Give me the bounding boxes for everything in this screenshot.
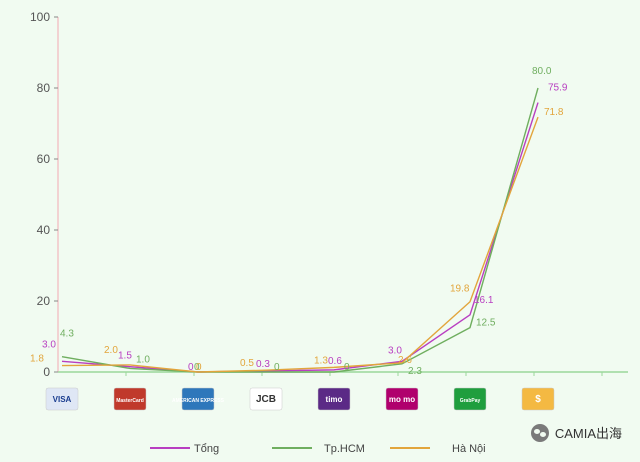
data-label: 19.8 [450, 284, 470, 295]
y-tick-label: 80 [37, 81, 51, 95]
icon-bg [385, 387, 419, 411]
data-label: 0.3 [256, 359, 270, 370]
icon-bg [317, 387, 351, 411]
data-label: 2.0 [104, 345, 118, 356]
icon-label: timo [326, 395, 343, 404]
data-label: 12.5 [476, 318, 496, 329]
data-label: 75.9 [548, 83, 568, 94]
legend-label-2: Hà Nội [452, 443, 486, 455]
data-label: 1.8 [30, 354, 44, 365]
y-tick-label: 20 [37, 294, 51, 308]
icon-bg [249, 387, 283, 411]
mastercard-icon: MasterCard [113, 387, 147, 411]
data-label: 2.6 [398, 355, 412, 366]
icon-label: $ [535, 394, 541, 405]
data-label: 0 [194, 362, 200, 373]
icon-label: AMERICAN EXPRESS [172, 398, 225, 404]
y-tick-label: 100 [30, 10, 50, 24]
icon-bg [45, 387, 79, 411]
y-tick-label: 40 [37, 223, 51, 237]
data-label: 0 [196, 362, 202, 373]
wechat-icon [530, 423, 549, 442]
y-tick-label: 60 [37, 152, 51, 166]
icon-label: JCB [256, 394, 276, 405]
amex-icon: AMERICAN EXPRESS [172, 387, 225, 411]
y-tick-label: 0 [43, 365, 50, 379]
data-label: 0.6 [328, 356, 342, 367]
data-label: 0 [274, 362, 280, 373]
jcb-icon: JCB [249, 387, 283, 411]
data-label: 0 [344, 362, 350, 373]
data-label: 0 [188, 362, 194, 373]
data-label: 2.3 [408, 366, 422, 377]
icon-label: VISA [53, 395, 72, 404]
data-label: 71.8 [544, 107, 564, 118]
icon-bg [521, 387, 555, 411]
watermark-text: CAMIA出海 [554, 426, 622, 441]
data-label: 1.3 [314, 355, 328, 366]
data-label: 4.3 [60, 329, 74, 340]
icon-bg [181, 387, 215, 411]
series-line-1 [61, 87, 539, 373]
series-line-0 [61, 102, 539, 373]
data-label: 16.1 [474, 295, 494, 306]
data-label: 1.5 [118, 351, 132, 362]
data-label: 3.0 [388, 345, 402, 356]
visa-icon: VISA [45, 387, 79, 411]
data-label: 80.0 [532, 66, 552, 77]
icon-bg [453, 387, 487, 411]
timo-icon: timo [317, 387, 351, 411]
icon-label: MasterCard [116, 398, 144, 404]
data-label: 0.5 [240, 358, 254, 369]
data-label: 1.0 [136, 354, 150, 365]
legend-label-1: Tp.HCM [324, 443, 365, 455]
cash-icon: $ [521, 387, 555, 411]
watermark: CAMIA出海 [530, 423, 622, 442]
legend-label-0: Tổng [194, 443, 219, 455]
icon-bg [113, 387, 147, 411]
momo-icon: mo mo [385, 387, 419, 411]
icon-label: mo mo [389, 395, 415, 404]
grabpay-icon: GrabPay [453, 387, 487, 411]
series-line-2 [61, 116, 539, 373]
icon-label: GrabPay [460, 398, 481, 404]
data-label: 3.0 [42, 339, 56, 350]
